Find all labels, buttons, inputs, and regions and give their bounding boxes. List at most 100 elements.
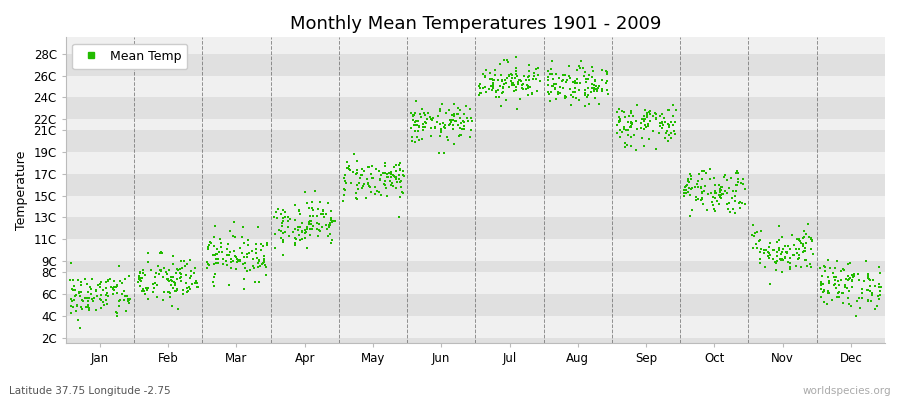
Point (508, 83, 523, 90)
Point (832, 282, 847, 288)
Point (85, 276, 99, 282)
Bar (66, 196, 885, 218)
Point (77, 294, 92, 301)
Point (663, 119, 678, 126)
Point (426, 115, 440, 122)
Point (316, 207, 330, 214)
Point (89, 307, 104, 313)
Point (841, 261, 855, 268)
Point (720, 177, 734, 184)
Point (382, 170, 397, 176)
Point (680, 190, 694, 196)
Point (417, 124, 431, 130)
Point (431, 150, 446, 156)
Point (636, 112, 651, 119)
Point (837, 267, 851, 274)
Point (156, 273, 170, 280)
Point (276, 214, 291, 221)
Point (405, 113, 419, 119)
Point (815, 289, 830, 296)
Point (322, 220, 337, 226)
Point (372, 168, 386, 175)
Point (804, 264, 818, 270)
Point (205, 252, 220, 258)
Bar (66, 37, 885, 54)
Point (549, 81, 563, 88)
Point (502, 84, 517, 90)
Point (246, 255, 260, 262)
Point (408, 138, 422, 145)
Point (275, 218, 290, 224)
Point (859, 258, 873, 264)
Point (796, 235, 810, 241)
Point (438, 122, 453, 128)
Point (237, 285, 251, 292)
Point (239, 254, 254, 260)
Point (842, 276, 856, 283)
Point (833, 277, 848, 283)
Point (224, 256, 238, 262)
Point (543, 71, 557, 78)
Point (708, 190, 723, 196)
Point (620, 127, 634, 133)
Point (507, 82, 521, 88)
Point (433, 108, 447, 114)
Point (734, 180, 748, 187)
Point (148, 273, 162, 280)
Point (252, 257, 266, 263)
Point (323, 231, 338, 237)
Point (314, 211, 328, 218)
Point (352, 180, 366, 186)
Point (78, 276, 93, 282)
Point (357, 181, 372, 188)
Point (156, 296, 170, 303)
Point (623, 124, 637, 130)
Point (106, 291, 121, 298)
Point (174, 274, 188, 280)
Point (587, 86, 601, 92)
Point (636, 116, 651, 122)
Point (393, 178, 408, 184)
Point (306, 207, 320, 214)
Point (497, 81, 511, 87)
Point (451, 105, 465, 111)
Point (103, 276, 117, 282)
Point (580, 94, 595, 101)
Point (493, 103, 508, 109)
Point (80, 304, 94, 310)
Point (636, 126, 651, 132)
Point (658, 119, 672, 126)
Point (245, 248, 259, 254)
Point (383, 169, 398, 175)
Point (685, 185, 699, 192)
Point (778, 249, 793, 255)
Point (570, 66, 584, 73)
Point (342, 166, 356, 172)
Point (611, 118, 625, 124)
Point (716, 184, 730, 190)
Point (860, 287, 875, 294)
Point (367, 191, 382, 197)
Point (81, 304, 95, 311)
Point (176, 291, 190, 297)
Point (407, 122, 421, 128)
Point (636, 142, 651, 149)
Point (792, 237, 806, 244)
Point (392, 176, 406, 182)
Point (177, 262, 192, 269)
Point (763, 252, 778, 258)
Point (180, 288, 194, 295)
Point (323, 222, 338, 228)
Point (107, 284, 122, 290)
Point (325, 218, 339, 225)
Point (584, 89, 598, 95)
Point (113, 297, 128, 304)
Point (488, 72, 502, 78)
Point (80, 295, 94, 301)
Point (223, 249, 238, 256)
Point (648, 110, 662, 117)
Point (220, 262, 234, 268)
Point (270, 215, 284, 221)
Point (830, 294, 844, 300)
Point (148, 269, 163, 276)
